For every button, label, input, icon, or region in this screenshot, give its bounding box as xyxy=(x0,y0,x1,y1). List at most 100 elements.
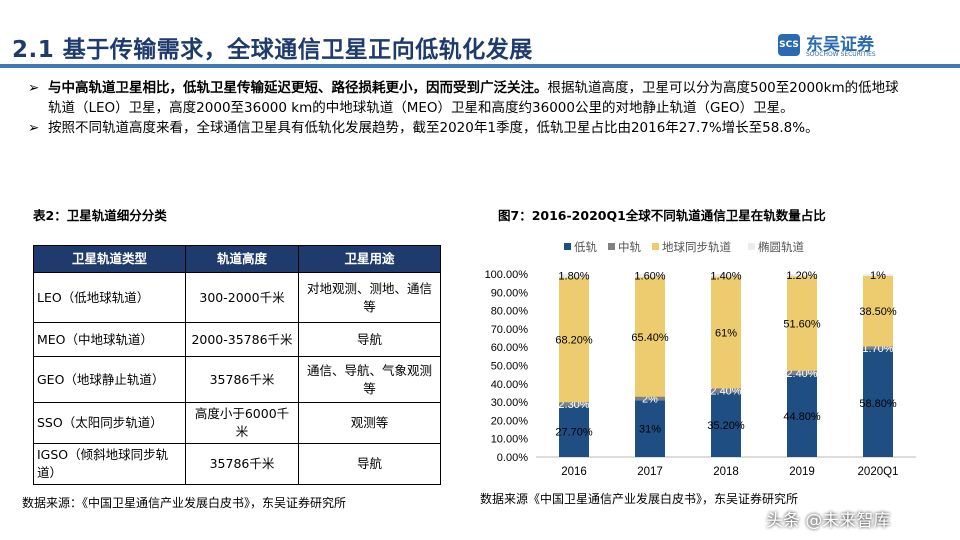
bar-segment xyxy=(559,274,589,278)
bar-segment xyxy=(787,370,817,376)
bar-segment xyxy=(787,274,817,277)
table-cell: 35786千米 xyxy=(185,356,299,403)
legend-swatch xyxy=(748,243,755,250)
data-label: 1.80% xyxy=(558,271,589,283)
data-label: 1.20% xyxy=(786,270,817,282)
x-tick-label: 2020Q1 xyxy=(858,466,899,478)
bar-segment xyxy=(635,396,665,401)
table-cell: GEO（地球静止轨道） xyxy=(33,356,186,403)
y-tick-label: 90.00% xyxy=(491,287,529,299)
data-label: 58.80% xyxy=(859,398,897,410)
table-row: LEO（低地球轨道） 300-2000千米 对地观测、测地、通信等 xyxy=(33,272,441,323)
bar-segment xyxy=(711,274,741,277)
page-title: 2.1 基于传输需求，全球通信卫星正向低轨化发展 xyxy=(12,37,533,63)
bar-segment xyxy=(863,274,893,276)
chart-source: 数据来源《中国卫星通信产业发展白皮书》，东吴证券研究所 xyxy=(480,492,799,506)
data-label: 68.20% xyxy=(555,335,593,347)
table-cell: 35786千米 xyxy=(185,443,299,485)
legend-swatch xyxy=(652,243,659,250)
y-tick-label: 60.00% xyxy=(491,342,529,354)
bar-segment xyxy=(635,400,665,457)
logo-en: SOOCHOW SECURITIES xyxy=(806,51,876,58)
table-cell: LEO（低地球轨道） xyxy=(33,272,186,323)
arrow-icon: ➢ xyxy=(28,120,40,136)
table-caption: 表2：卫星轨道细分分类 xyxy=(33,208,167,223)
bar-segment xyxy=(863,349,893,457)
table-header-row: 卫星轨道类型 轨道高度 卫星用途 xyxy=(33,245,441,273)
legend-swatch xyxy=(564,243,571,250)
logo-cn: 东吴证券 xyxy=(806,35,874,55)
legend-label: 低轨 xyxy=(574,240,597,254)
watermark: 头条 @未来智库 xyxy=(766,511,891,531)
bullet-text: 根据轨道高度，卫星可以分为高度500至2000km的低地球轨道（LEO）卫星，高… xyxy=(48,80,899,116)
data-label: 2.40% xyxy=(786,368,817,380)
legend-label: 地球同步轨道 xyxy=(662,240,731,254)
y-tick-label: 30.00% xyxy=(491,397,529,409)
table-row: MEO（中地球轨道） 2000-35786千米 导航 xyxy=(33,322,441,357)
y-tick-label: 50.00% xyxy=(491,361,529,373)
table-header: 卫星轨道类型 xyxy=(33,245,186,273)
bullet-bold: 与中高轨道卫星相比，低轨卫星传输延迟更短、路径损耗更小，因而受到广泛关注。 xyxy=(48,80,548,96)
table-cell: 高度小于6000千米 xyxy=(185,402,299,444)
table-header: 卫星用途 xyxy=(298,245,441,273)
table-cell: 导航 xyxy=(298,443,441,485)
bar-segment xyxy=(559,406,589,457)
data-label: 2.40% xyxy=(710,385,741,397)
y-tick-label: 10.00% xyxy=(491,434,529,446)
table-cell: 300-2000千米 xyxy=(185,272,299,323)
table-header: 轨道高度 xyxy=(185,245,299,273)
data-label: 44.80% xyxy=(783,411,821,423)
orbit-table: 卫星轨道类型 轨道高度 卫星用途 LEO（低地球轨道） 300-2000千米 对地观… xyxy=(33,245,441,485)
data-label: 38.50% xyxy=(859,306,897,318)
data-label: 51.60% xyxy=(783,318,821,330)
bullet-item: ➢ 按照不同轨道高度来看，全球通信卫星具有低轨化发展趋势，截至2020年1季度，低… xyxy=(28,118,908,138)
logo: SCS 东吴证券 SOOCHOW SECURITIES xyxy=(778,32,928,60)
data-label: 2.30% xyxy=(558,399,589,411)
bar-segment xyxy=(635,274,665,277)
y-tick-label: 70.00% xyxy=(491,324,529,336)
bar-segment xyxy=(863,346,893,350)
table-cell: 对地观测、测地、通信等 xyxy=(298,272,441,323)
table-cell: 2000-35786千米 xyxy=(185,322,299,357)
x-tick-label: 2018 xyxy=(713,466,739,478)
header-divider xyxy=(0,64,960,68)
table-cell: 导航 xyxy=(298,322,441,357)
bullet-list: ➢ 与中高轨道卫星相比，低轨卫星传输延迟更短、路径损耗更小，因而受到广泛关注。根据… xyxy=(28,78,908,138)
table-cell: 通信、导航、气象观测等 xyxy=(298,356,441,403)
bar-segment xyxy=(787,375,817,457)
table-cell: MEO（中地球轨道） xyxy=(33,322,186,357)
bar-segment xyxy=(863,275,893,347)
table-cell: SSO（太阳同步轨道） xyxy=(33,402,186,444)
data-label: 1% xyxy=(870,270,886,282)
table-source: 数据来源：《中国卫星通信产业发展白皮书》，东吴证券研究所 xyxy=(22,496,347,510)
x-tick-label: 2019 xyxy=(789,466,815,478)
arrow-icon: ➢ xyxy=(28,80,40,96)
table-cell: IGSO（倾斜地球同步轨道） xyxy=(33,443,186,485)
data-label: 31% xyxy=(639,424,661,436)
data-label: 1.60% xyxy=(634,270,665,282)
data-label: 1.40% xyxy=(710,270,741,282)
bar-segment xyxy=(711,388,741,393)
legend-label: 中轨 xyxy=(618,240,641,254)
y-tick-label: 100.00% xyxy=(485,269,529,281)
logo-icon: SCS xyxy=(778,34,800,56)
table-row: SSO（太阳同步轨道） 高度小于6000千米 观测等 xyxy=(33,402,441,444)
bar-segment xyxy=(711,392,741,457)
y-tick-label: 80.00% xyxy=(491,306,529,318)
y-tick-label: 20.00% xyxy=(491,415,529,427)
data-label: 27.70% xyxy=(555,427,593,439)
bullet-text: 按照不同轨道高度来看，全球通信卫星具有低轨化发展趋势，截至2020年1季度，低轨… xyxy=(48,120,819,136)
x-tick-label: 2016 xyxy=(561,466,587,478)
chart-title: 图7：2016-2020Q1全球不同轨道通信卫星在轨数量占比 xyxy=(498,208,826,223)
bar-segment xyxy=(559,277,589,403)
table-row: GEO（地球静止轨道） 35786千米 通信、导航、气象观测等 xyxy=(33,356,441,403)
table-row: IGSO（倾斜地球同步轨道） 35786千米 导航 xyxy=(33,443,441,485)
bar-segment xyxy=(635,276,665,397)
data-label: 65.40% xyxy=(631,332,669,344)
data-label: 35.20% xyxy=(707,420,745,432)
legend-swatch xyxy=(608,243,615,250)
bar-segment xyxy=(787,276,817,371)
bar-segment xyxy=(711,276,741,389)
y-tick-label: 40.00% xyxy=(491,379,529,391)
y-tick-label: 0.00% xyxy=(497,452,528,464)
